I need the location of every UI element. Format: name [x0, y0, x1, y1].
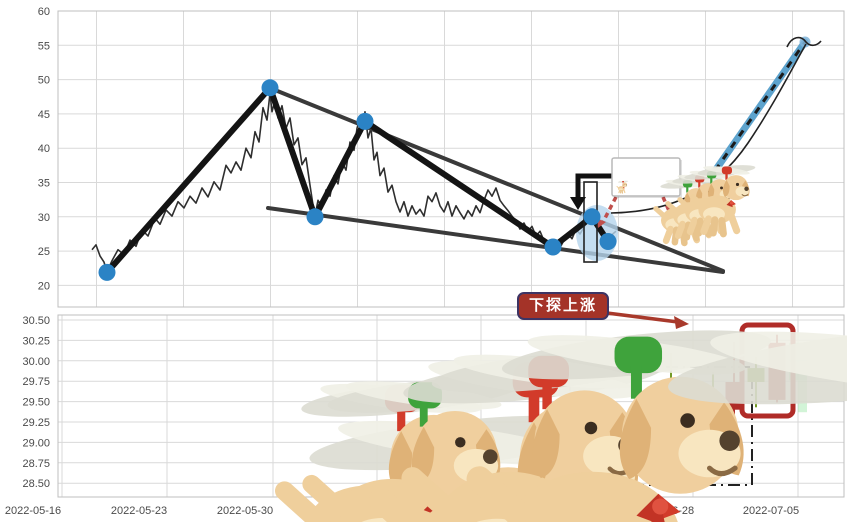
lower-trendline: [266, 206, 725, 274]
guide-curve: [610, 43, 807, 214]
x-tick-label: 2022-05-16: [5, 505, 61, 517]
y-tick-label: 28.50: [22, 478, 50, 490]
x-tick-label: 2022-05-30: [217, 505, 273, 517]
y-tick-label: 30.25: [22, 335, 50, 347]
elbow-arrow-shaft: [575, 173, 612, 198]
y-tick-label: 29.25: [22, 417, 50, 429]
callout-arrow-head: [674, 316, 689, 329]
pivot-dot: [356, 112, 374, 130]
bottom-y-axis-labels: 30.50 30.25 30.00 29.75 29.50 29.25 29.00 28.75…: [22, 315, 50, 490]
x-tick-label: 2022-05-23: [111, 505, 167, 517]
y-tick-label: 30: [38, 212, 50, 224]
y-tick-label: 30.50: [22, 315, 50, 327]
forecast-dashed-left-leg: [601, 196, 618, 223]
elbow-arrow-head: [570, 197, 586, 210]
upper-trendline: [268, 86, 725, 273]
callout-label: 下探上涨: [517, 292, 610, 320]
pivot-dots: [98, 79, 617, 281]
projection-line-dashes: [673, 41, 807, 229]
pivot-dot: [544, 238, 562, 256]
y-tick-label: 28.75: [22, 458, 50, 470]
price-line-series: [91, 92, 617, 273]
y-tick-label: 45: [38, 109, 50, 121]
y-tick-label: 55: [38, 40, 50, 52]
pivot-dot: [261, 79, 279, 97]
pivot-dot: [583, 208, 601, 226]
top-panel-border: [57, 10, 845, 308]
y-tick-label: 60: [38, 6, 50, 18]
pivot-dot: [599, 233, 617, 250]
price-polyline: [91, 92, 617, 273]
callout-arrow-shaft: [598, 310, 679, 324]
y-tick-label: 40: [38, 143, 50, 155]
y-tick-label: 29.50: [22, 397, 50, 409]
x-tick-label: 2022-07-05: [743, 505, 799, 517]
y-tick-label: 29.00: [22, 437, 50, 449]
y-tick-label: 30.00: [22, 356, 50, 368]
pivot-dot: [306, 208, 324, 226]
y-tick-label: 20: [38, 280, 50, 292]
y-tick-label: 29.75: [22, 376, 50, 388]
y-tick-label: 35: [38, 178, 50, 190]
y-tick-label: 50: [38, 75, 50, 87]
pivot-dot: [98, 263, 116, 281]
top-y-axis-labels: 60 55 50 45 40 35 30 25 20: [38, 6, 50, 292]
y-tick-label: 25: [38, 246, 50, 258]
guide-curve-tip-curl: [786, 36, 822, 48]
